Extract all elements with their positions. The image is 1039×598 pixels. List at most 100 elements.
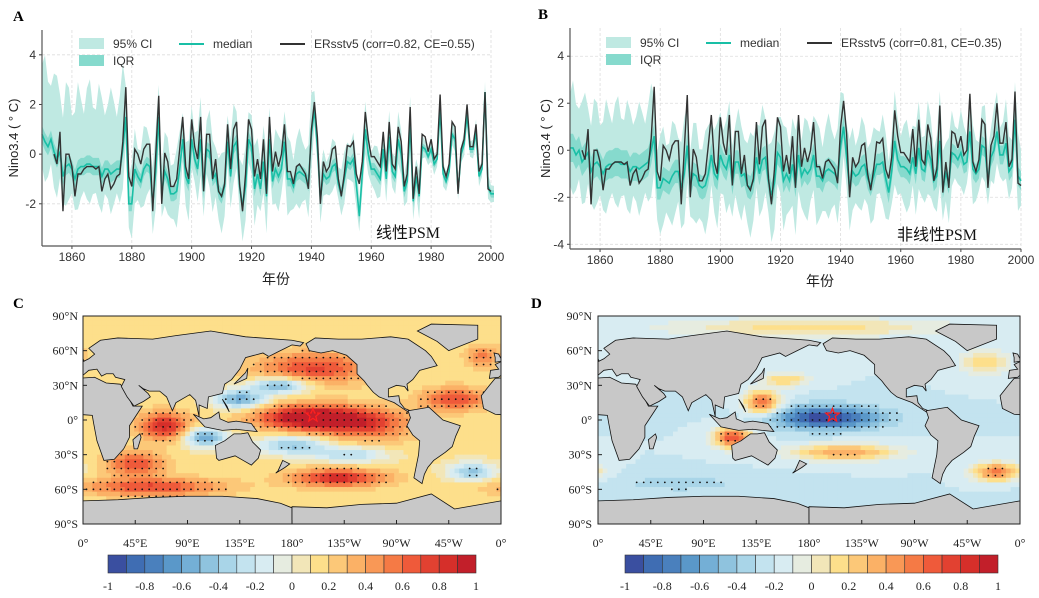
field-cell (296, 473, 302, 479)
field-cell (333, 325, 340, 331)
field-cell (459, 463, 465, 470)
field-cell (296, 325, 302, 331)
field-cell (431, 385, 437, 391)
field-cell (482, 431, 488, 437)
field-cell (264, 422, 270, 428)
field-cell (171, 477, 177, 483)
field-cell (370, 329, 377, 336)
field-cell (324, 325, 330, 331)
field-cell (389, 329, 395, 336)
field-cell (166, 417, 172, 423)
field-cell (319, 482, 326, 488)
field-cell (87, 459, 93, 465)
field-cell (602, 450, 608, 456)
field-cell (612, 482, 618, 488)
field-cell (324, 362, 330, 368)
field-cell (598, 454, 604, 460)
field-cell (487, 329, 493, 336)
field-cell (487, 348, 493, 354)
field-cell (370, 413, 377, 419)
field-cell (194, 426, 200, 433)
field-cell (208, 413, 214, 419)
field-cell (329, 450, 335, 456)
field-cell (454, 477, 460, 483)
field-cell (319, 385, 326, 391)
field-cell (83, 352, 89, 359)
field-cell (482, 316, 488, 322)
field-cell (616, 376, 623, 382)
field-cell (459, 408, 465, 414)
field-cell (417, 399, 423, 405)
field-cell (185, 440, 191, 447)
field-cell (607, 482, 613, 488)
field-cell (440, 413, 446, 419)
significance-dot (308, 370, 311, 373)
field-cell (329, 329, 335, 336)
significance-dot (364, 412, 367, 414)
field-cell (259, 431, 265, 437)
field-cell (310, 500, 316, 507)
field-cell (301, 477, 307, 483)
significance-dot (461, 405, 464, 408)
significance-dot (343, 432, 346, 435)
field-cell (268, 352, 275, 359)
field-cell (324, 473, 330, 479)
field-cell (134, 477, 140, 483)
field-cell (148, 408, 154, 414)
field-cell (324, 403, 330, 410)
field-cell (602, 334, 608, 340)
significance-dot (183, 412, 185, 414)
field-cell (459, 468, 465, 474)
field-cell (403, 422, 409, 428)
field-cell (389, 445, 395, 451)
field-cell (482, 487, 488, 493)
significance-dot (301, 405, 304, 408)
field-cell (171, 422, 177, 428)
significance-dot (329, 432, 332, 435)
field-cell (310, 357, 316, 363)
field-cell (482, 426, 488, 433)
field-cell (491, 468, 497, 474)
field-cell (352, 413, 358, 419)
field-cell (412, 376, 418, 382)
field-cell (157, 316, 163, 322)
field-cell (473, 454, 479, 460)
field-cell (380, 329, 386, 336)
field-cell (194, 473, 200, 479)
significance-dot (294, 370, 297, 373)
field-cell (268, 491, 275, 497)
field-cell (250, 413, 256, 419)
field-cell (250, 408, 256, 414)
field-cell (180, 487, 186, 493)
field-cell (287, 362, 293, 368)
significance-dot (399, 432, 401, 435)
field-cell (208, 487, 214, 493)
field-cell (403, 316, 409, 322)
field-cell (124, 482, 131, 488)
field-cell (264, 357, 270, 363)
field-cell (264, 371, 270, 377)
field-cell (124, 450, 131, 456)
field-cell (282, 477, 288, 483)
land (221, 398, 230, 413)
field-cell (435, 348, 442, 354)
field-cell (463, 459, 470, 465)
significance-dot (245, 419, 248, 421)
field-cell (487, 473, 493, 479)
field-cell (83, 477, 89, 483)
field-cell (92, 473, 98, 479)
field-cell (264, 491, 270, 497)
field-cell (426, 463, 432, 470)
field-cell (199, 459, 205, 465)
field-cell (213, 477, 219, 483)
field-cell (278, 496, 284, 502)
field-cell (357, 408, 363, 414)
field-cell (305, 500, 312, 507)
significance-dot (378, 481, 380, 484)
field-cell (226, 403, 233, 410)
field-cell (148, 403, 154, 410)
field-cell (370, 450, 377, 456)
field-cell (292, 436, 298, 442)
field-cell (292, 450, 298, 456)
field-cell (194, 491, 200, 497)
